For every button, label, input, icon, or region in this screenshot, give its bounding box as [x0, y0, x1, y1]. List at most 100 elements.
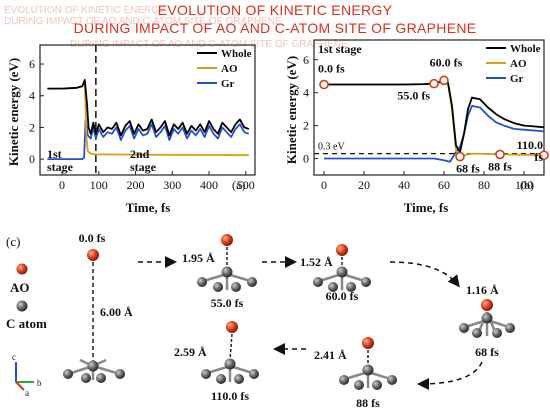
frame-3: 1.16 Å 68 fs — [459, 283, 515, 359]
legend-ao-label: AO — [10, 280, 30, 295]
y-tick-label: 6 — [29, 57, 35, 71]
time-marker — [495, 149, 505, 160]
frame-3-ao — [481, 299, 493, 311]
frame-1-dist: 1.95 Å — [182, 251, 215, 265]
frame-5-dist: 2.59 Å — [174, 345, 207, 359]
series-line-whole — [324, 79, 545, 153]
arrow-2-3 — [389, 261, 460, 288]
stage1-label: 1st stage — [47, 147, 74, 174]
watermark-text-2: DURING IMPACT OF AO AND C-ATOM SITE OF G… — [4, 16, 282, 27]
frame-1-ao — [221, 234, 233, 246]
y-tick-label: 2 — [29, 120, 35, 134]
time-marker-label: 88 fs — [488, 159, 512, 173]
legend-c-ball — [16, 300, 28, 312]
y-tick-label: 2 — [303, 119, 309, 133]
frame-5-time: 110.0 fs — [211, 389, 249, 403]
series-line-gr — [47, 118, 250, 161]
series-line-ao — [47, 80, 249, 157]
time-marker-label: 60.0 fs — [430, 55, 463, 69]
legend-label-whole: Whole — [221, 48, 252, 60]
time-marker-label: 0.0 fs — [318, 61, 345, 75]
frame-3-time: 68 fs — [475, 345, 499, 359]
legend-label-gr: Gr — [221, 78, 235, 90]
frame-0-time: 0.0 fs — [79, 231, 106, 245]
frame-0: 0.0 fs 6.00 Å — [63, 231, 133, 383]
x-tick-label: 100 — [90, 178, 108, 192]
legend-c-label: C atom — [6, 316, 47, 331]
panel-a-frame — [39, 44, 256, 176]
frame-0-dist: 6.00 Å — [100, 305, 133, 319]
x-tick-label: 80 — [478, 178, 490, 192]
axis-triad: c b a — [12, 352, 42, 398]
frame-2-ao — [336, 244, 348, 256]
axis-c-label: c — [12, 352, 16, 362]
stage2-label: 2nd stage — [130, 147, 157, 174]
axis-b-label: b — [37, 378, 42, 388]
frame-2-time: 60.0 fs — [326, 289, 359, 303]
y-tick-label: 0 — [303, 152, 309, 166]
panel-b-label: (b) — [520, 178, 534, 192]
time-marker — [429, 78, 439, 89]
legend-ao-ball — [16, 263, 28, 275]
panel-b-chart: 0 20 40 60 80 100 0 2 4 6 0.3 eV 0.0 fs 55.0 fs 60.… — [284, 39, 549, 215]
time-marker — [539, 150, 549, 161]
time-marker — [439, 75, 449, 86]
frame-2: 1.52 Å 60.0 fs — [300, 244, 371, 303]
y-tick-label: 4 — [29, 89, 35, 103]
panel-b-frame — [313, 39, 545, 176]
panel-b-xlabel: Time, fs — [404, 200, 449, 215]
y-tick-label: 0 — [29, 152, 35, 166]
figure-subtitle: DURING IMPACT OF AO AND C-ATOM SITE OF G… — [73, 20, 477, 36]
frame-2-dist: 1.52 Å — [300, 255, 333, 269]
x-tick-label: 500 — [237, 178, 255, 192]
frame-4-dist: 2.41 Å — [314, 348, 347, 362]
frame-0-ao — [87, 249, 99, 261]
panel-b-stage-label: 1st stage — [318, 42, 362, 56]
x-tick-label: 0 — [321, 178, 327, 192]
frame-3-dist: 1.16 Å — [466, 283, 499, 297]
axis-a-label: a — [25, 388, 29, 398]
time-marker-label: 55.0 fs — [397, 89, 430, 103]
frame-5: 2.59 Å 110.0 fs — [174, 321, 259, 403]
x-tick-label: 100 — [515, 178, 533, 192]
frame-1-time: 55.0 fs — [211, 296, 244, 310]
x-tick-label: 0 — [59, 178, 65, 192]
time-marker-label: 68 fs — [456, 162, 480, 176]
panel-c-label: (c) — [6, 234, 20, 249]
x-tick-label: 60 — [438, 178, 450, 192]
x-tick-label: 40 — [398, 178, 410, 192]
x-tick-label: 400 — [200, 178, 218, 192]
panel-a-xlabel: Time, fs — [126, 200, 171, 215]
time-marker — [455, 151, 465, 162]
arrow-3-4 — [417, 361, 483, 390]
frame-4: 2.41 Å 88 fs — [314, 337, 397, 410]
time-marker — [319, 79, 329, 90]
y-tick-label: 4 — [303, 86, 309, 100]
frame-4-time: 88 fs — [356, 396, 380, 410]
panel-a-label: (a) — [232, 178, 245, 192]
frame-1: 1.95 Å 55.0 fs — [182, 234, 257, 310]
time-marker-label: 110.0 fs — [517, 138, 544, 164]
threshold-label: 0.3 eV — [318, 142, 345, 153]
x-tick-label: 20 — [358, 178, 370, 192]
frame-4-ao — [362, 337, 374, 349]
series-line-ao — [324, 80, 545, 158]
panel-b-ylabel: Kinetic energy (eV) — [284, 56, 299, 164]
sequence-arrows — [138, 256, 483, 390]
figure-title: EVOLUTION OF KINETIC ENERGY — [157, 2, 393, 18]
legend-label-gr: Gr — [510, 73, 524, 85]
legend-label-whole: Whole — [510, 43, 541, 55]
frame-5-ao — [226, 321, 238, 333]
watermark-text-1: EVOLUTION OF KINETIC ENERGY — [4, 5, 166, 16]
series-line-gr — [324, 105, 545, 163]
panel-a-ylabel: Kinetic energy (eV) — [6, 58, 21, 166]
x-tick-label: 200 — [127, 178, 145, 192]
panel-c-illustration: (c) AO C atom c b a 0.0 fs 6.00 Å — [6, 231, 515, 410]
legend-label-ao: AO — [510, 58, 527, 70]
y-tick-label: 6 — [303, 53, 309, 67]
series-line-whole — [47, 79, 250, 137]
x-tick-label: 300 — [163, 178, 181, 192]
legend-label-ao: AO — [221, 63, 238, 75]
